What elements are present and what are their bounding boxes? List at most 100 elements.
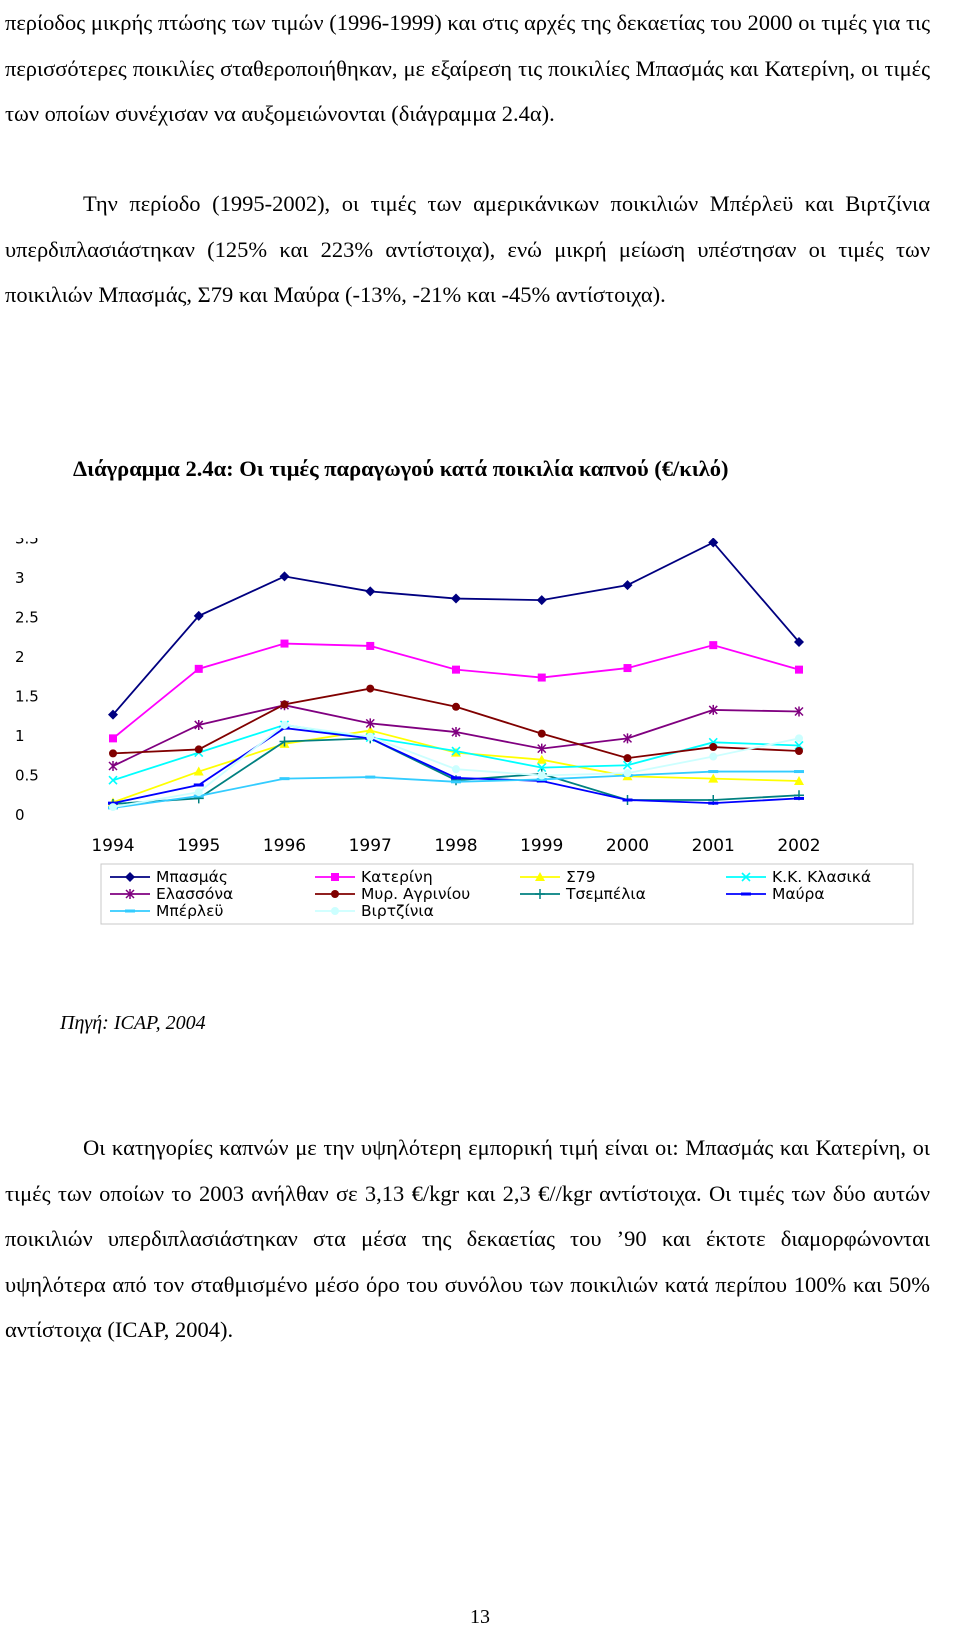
x-tick-label: 1994 <box>91 836 134 856</box>
y-tick-label: 0 <box>15 806 25 824</box>
data-point <box>194 745 203 754</box>
data-point <box>708 704 718 715</box>
legend-marker <box>125 909 135 913</box>
paragraph-2: Την περίοδο (1995-2002), οι τιμές των αμ… <box>5 191 930 307</box>
data-point <box>709 743 718 752</box>
data-point <box>366 684 375 693</box>
data-point <box>795 734 803 743</box>
series-5 <box>108 700 804 772</box>
legend-label: Μπασμάς <box>156 868 228 886</box>
x-tick-label: 1999 <box>520 836 563 856</box>
legend-label: Σ79 <box>566 868 596 886</box>
legend-marker <box>535 872 545 881</box>
data-point <box>794 796 804 800</box>
y-tick-label: 1 <box>15 727 25 745</box>
legend-item: Τσεμπέλια <box>520 885 646 903</box>
data-point <box>622 733 633 744</box>
series-line <box>112 642 800 740</box>
legend-marker <box>331 873 339 881</box>
data-point <box>194 664 203 673</box>
legend-label: Μυρ. Αγρινίου <box>361 885 470 903</box>
y-tick-label: 3 <box>15 569 25 587</box>
x-tick-label: 1997 <box>349 836 392 856</box>
x-tick-label: 2001 <box>692 836 735 856</box>
paragraph-3: Οι κατηγορίες καπνών με την υψηλότερη εμ… <box>5 1135 930 1342</box>
data-point <box>366 641 375 650</box>
legend-label: Κατερίνη <box>361 868 433 886</box>
y-axis: 0 0.5 1 1.5 2 2.5 3 3.5 <box>15 538 39 824</box>
legend-item: Μυρ. Αγρινίου <box>315 885 470 903</box>
legend-item: Μαύρα <box>726 885 825 903</box>
data-point <box>365 725 376 735</box>
data-point <box>279 777 290 781</box>
data-point <box>709 752 718 761</box>
legend-label: Ελασσόνα <box>156 885 233 903</box>
y-tick-label: 3.5 <box>15 538 39 548</box>
data-point <box>365 586 376 597</box>
x-tick-label: 2002 <box>777 836 820 856</box>
data-point <box>108 761 118 772</box>
chart-legend: Μπασμάς Κατερίνη Σ79 Κ.Κ. Κλασικά Ελασσόνα Μυ… <box>100 863 914 925</box>
data-point <box>795 747 803 756</box>
data-point <box>536 779 547 783</box>
data-point <box>708 770 719 774</box>
data-point <box>366 732 375 741</box>
data-point <box>708 538 719 548</box>
x-tick-label: 1998 <box>434 836 477 856</box>
legend-marker <box>535 889 545 899</box>
data-point <box>708 773 719 783</box>
y-tick-label: 2.5 <box>15 609 39 627</box>
legend-marker <box>331 890 339 898</box>
y-tick-label: 0.5 <box>15 767 39 785</box>
data-point <box>280 700 289 709</box>
line-chart: 00.511.522.533.5 1994 1995 1996 1997 1998 199… <box>15 538 914 925</box>
data-point <box>193 783 204 787</box>
data-point <box>537 763 547 773</box>
data-point <box>451 727 461 738</box>
data-point <box>708 801 719 805</box>
x-tick-label: 1996 <box>263 836 306 856</box>
legend-item: Βιρτζίνια <box>315 902 434 920</box>
legend-item: Μπασμάς <box>110 868 228 886</box>
data-point <box>193 610 204 621</box>
y-tick-label: 1.5 <box>15 688 39 706</box>
x-axis: 1994 1995 1996 1997 1998 1999 2000 2001 2002 <box>91 836 820 856</box>
data-point <box>794 776 804 786</box>
data-point <box>452 702 460 711</box>
data-point <box>365 775 376 779</box>
data-point <box>623 754 632 763</box>
data-point <box>709 641 718 650</box>
source-note: Πηγή: ICAP, 2004 <box>60 1012 206 1034</box>
series-10 <box>109 720 803 812</box>
series-6 <box>109 684 803 763</box>
legend-item: Κ.Κ. Κλασικά <box>726 868 871 886</box>
data-point <box>622 580 633 591</box>
data-point <box>451 593 461 604</box>
data-point <box>193 766 204 776</box>
data-point <box>536 595 547 606</box>
data-point <box>279 571 290 582</box>
data-point <box>365 718 375 729</box>
data-point <box>537 743 547 754</box>
series-1 <box>108 538 804 720</box>
data-point <box>537 673 546 682</box>
data-point <box>622 760 633 770</box>
legend-label: Κ.Κ. Κλασικά <box>772 868 871 886</box>
legend-label: Βιρτζίνια <box>361 902 434 920</box>
x-tick-label: 1995 <box>177 836 220 856</box>
data-point <box>109 749 117 758</box>
legend-item: Σ79 <box>520 868 596 886</box>
legend-item: Μπέρλεϋ <box>110 902 223 920</box>
paragraph-1: περίοδος μικρής πτώσης των τιμών (1996-1… <box>5 10 930 126</box>
series-line <box>112 541 800 716</box>
legend-label: Τσεμπέλια <box>565 885 646 903</box>
data-point <box>279 736 290 747</box>
data-point <box>194 719 204 730</box>
data-point <box>194 788 203 797</box>
data-point <box>622 798 633 802</box>
x-tick-label: 2000 <box>606 836 649 856</box>
data-point <box>536 754 547 764</box>
figure-title: Διάγραμμα 2.4α: Οι τιμές παραγωγού κατά … <box>73 456 729 481</box>
data-point <box>452 765 460 774</box>
data-point <box>623 769 632 778</box>
